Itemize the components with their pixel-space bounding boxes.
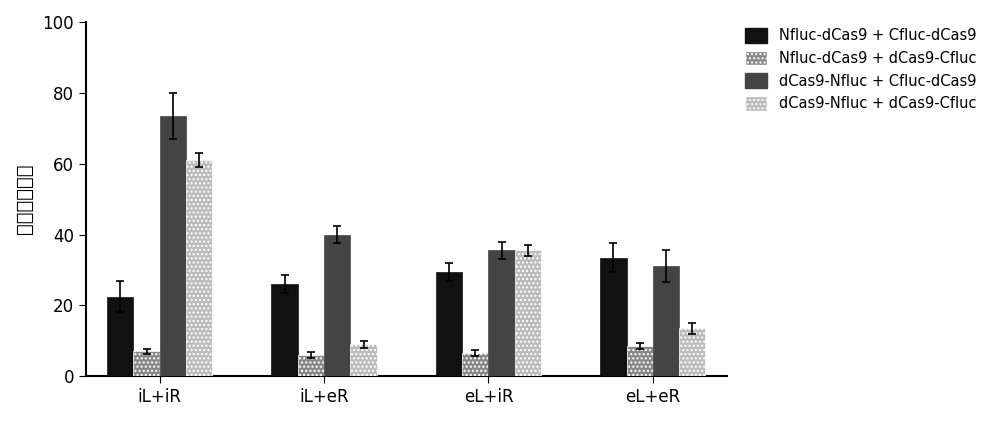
Bar xyxy=(324,234,350,376)
Bar xyxy=(160,116,186,376)
Bar xyxy=(271,284,298,376)
Bar xyxy=(462,353,488,376)
Bar xyxy=(600,258,627,376)
Bar xyxy=(107,296,133,376)
Y-axis label: 相对信号强度: 相对信号强度 xyxy=(15,164,34,234)
Bar xyxy=(653,266,679,376)
Legend: Nfluc-dCas9 + Cfluc-dCas9, Nfluc-dCas9 + dCas9-Cfluc, dCas9-Nfluc + Cfluc-dCas9,: Nfluc-dCas9 + Cfluc-dCas9, Nfluc-dCas9 +… xyxy=(740,22,982,117)
Bar xyxy=(627,346,653,376)
Bar xyxy=(298,355,324,376)
Bar xyxy=(436,272,462,376)
Bar xyxy=(350,344,377,376)
Bar xyxy=(488,250,515,376)
Bar xyxy=(679,328,705,376)
Bar xyxy=(133,352,160,376)
Bar xyxy=(186,160,212,376)
Bar xyxy=(515,250,541,376)
